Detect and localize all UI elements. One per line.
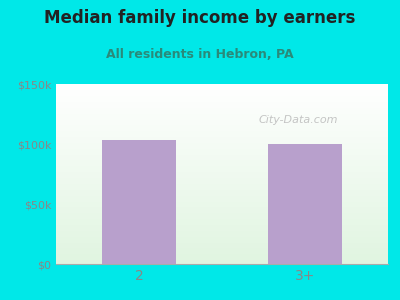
Text: All residents in Hebron, PA: All residents in Hebron, PA [106,48,294,61]
Text: Median family income by earners: Median family income by earners [44,9,356,27]
Bar [268,144,342,264]
Bar [102,140,176,264]
Text: City-Data.com: City-Data.com [259,115,338,125]
